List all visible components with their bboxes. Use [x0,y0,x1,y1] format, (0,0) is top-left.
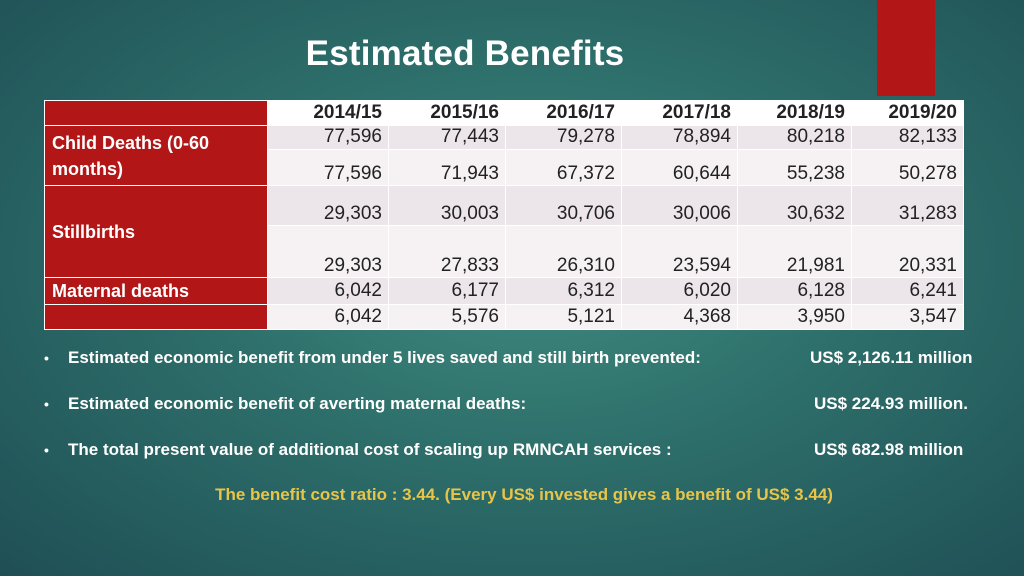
bullet-economic-benefit-maternal: • Estimated economic benefit of averting… [44,392,1004,416]
table-cell: 29,303 [267,185,389,226]
table-cell: 78,894 [621,125,738,150]
table-cell: 77,443 [388,125,506,150]
table-cell: 6,241 [851,277,964,305]
table-cell: 82,133 [851,125,964,150]
bullet-value: US$ 682.98 million [814,440,964,459]
table-cell: 55,238 [737,149,852,186]
table-cell: 5,576 [388,304,506,330]
slide-title: Estimated Benefits [305,34,625,73]
bullet-list: • Estimated economic benefit from under … [44,346,1004,484]
year-header: 2014/15 [267,100,389,126]
table-cell: 30,006 [621,185,738,226]
row-label-maternal-deaths: Maternal deaths [44,277,268,305]
accent-block [877,0,935,96]
table-cell: 50,278 [851,149,964,186]
table-cell: 4,368 [621,304,738,330]
table-cell: 60,644 [621,149,738,186]
table-cell: 5,121 [505,304,622,330]
bullet-dot: • [44,442,49,458]
table-cell: 6,128 [737,277,852,305]
row-label-blank [44,304,268,330]
table-cell: 77,596 [267,125,389,150]
table-row: 6,042 5,576 5,121 4,368 3,950 3,547 [44,304,964,330]
bullet-value: US$ 224.93 million. [814,394,969,413]
row-label-stillbirths: Stillbirths [44,185,268,278]
table-row: 29,303 27,833 26,310 23,594 21,981 20,33… [45,225,964,278]
table-cell: 6,177 [388,277,506,305]
table-row: Maternal deaths 6,042 6,177 6,312 6,020 … [44,277,964,305]
table-cell: 80,218 [737,125,852,150]
bullet-dot: • [44,396,49,412]
table-cell: 27,833 [388,225,506,278]
year-header: 2015/16 [388,100,506,126]
table-cell: 21,981 [737,225,852,278]
table-cell: 30,632 [737,185,852,226]
table-cell: 77,596 [267,149,389,186]
year-header: 2019/20 [851,100,964,126]
bullet-text: Estimated economic benefit from under 5 … [68,348,701,367]
table-cell: 26,310 [505,225,622,278]
table-row: Child Deaths (0-60 months) 77,596 77,443… [44,125,964,186]
table-cell: 6,042 [267,304,389,330]
year-header: 2018/19 [737,100,852,126]
table-cell: 6,312 [505,277,622,305]
table-cell: 3,950 [737,304,852,330]
bullet-text: The total present value of additional co… [68,440,672,459]
year-header: 2017/18 [621,100,738,126]
table-cell: 23,594 [621,225,738,278]
bullet-text: Estimated economic benefit of averting m… [68,394,527,413]
table-cell: 6,042 [267,277,389,305]
bullet-total-cost: • The total present value of additional … [44,438,1004,462]
table-cell: 79,278 [505,125,622,150]
table-cell: 29,303 [267,225,389,278]
table-cell: 67,372 [505,149,622,186]
table-cell: 71,943 [388,149,506,186]
year-header-row: 2014/15 2015/16 2016/17 2017/18 2018/19 … [44,100,964,126]
table-cell: 30,706 [505,185,622,226]
table-cell: 20,331 [851,225,964,278]
table-cell: 6,020 [621,277,738,305]
bullet-economic-benefit-under5: • Estimated economic benefit from under … [44,346,1004,370]
year-header: 2016/17 [505,100,622,126]
row-label-child-deaths: Child Deaths (0-60 months) [44,125,268,186]
table-row: Stillbirths 29,303 30,003 30,706 30,006 … [44,185,964,278]
table-cell: 30,003 [388,185,506,226]
header-corner-cell [44,100,268,126]
table-cell: 3,547 [851,304,964,330]
bullet-value: US$ 2,126.11 million [810,348,973,367]
table-cell: 31,283 [851,185,964,226]
benefit-cost-ratio: The benefit cost ratio : 3.44. (Every US… [215,485,833,504]
table-row: 77,596 71,943 67,372 60,644 55,238 50,27… [45,149,964,186]
bullet-dot: • [44,350,49,366]
benefits-table: 2014/15 2015/16 2016/17 2017/18 2018/19 … [44,100,964,330]
